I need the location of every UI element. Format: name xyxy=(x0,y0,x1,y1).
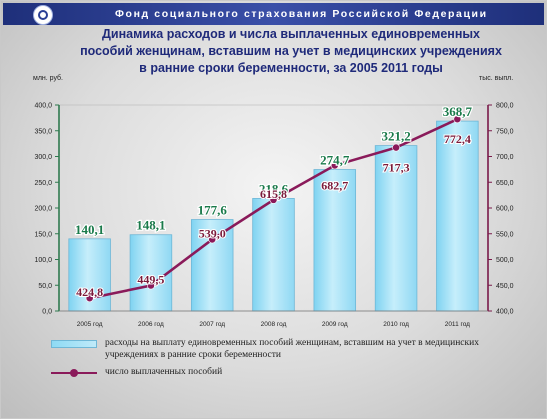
right-axis-tick-label: 500,0 xyxy=(496,257,514,264)
left-axis-tick-label: 400,0 xyxy=(34,103,52,110)
legend-line-label: число выплаченных пособий xyxy=(105,367,223,377)
left-axis-tick-label: 350,0 xyxy=(34,128,52,135)
x-category-label: 2005 год xyxy=(77,321,103,328)
left-axis-tick-label: 250,0 xyxy=(34,180,52,187)
right-axis-tick-label: 550,0 xyxy=(496,231,514,238)
bar-2009 xyxy=(313,169,357,312)
line-value-label: 424,8 xyxy=(76,285,103,299)
bar-2008 xyxy=(252,198,295,312)
chart-title: Динамика расходов и числа выплаченных ед… xyxy=(51,26,531,77)
bar-value-label: 177,6 xyxy=(198,203,228,218)
title-line-1: Динамика расходов и числа выплаченных ед… xyxy=(101,27,481,41)
left-axis-tick-label: 0,0 xyxy=(42,309,52,316)
x-category-label: 2006 год xyxy=(138,321,164,328)
bar-value-label: 140,1 xyxy=(75,222,104,237)
line-point-2011 xyxy=(453,115,462,124)
right-axis-tick-label: 450,0 xyxy=(496,283,514,290)
left-axis-tick-label: 50,0 xyxy=(38,283,52,290)
right-axis-tick-label: 700,0 xyxy=(496,154,514,161)
x-category-label: 2008 год xyxy=(261,321,287,328)
legend-item-bars: расходы на выплату единовременных пособи… xyxy=(51,337,521,361)
right-axis-tick-label: 650,0 xyxy=(496,180,514,187)
right-axis-tick-label: 750,0 xyxy=(496,128,514,135)
bar-value-label: 368,7 xyxy=(443,104,473,119)
x-category-label: 2011 год xyxy=(445,321,470,328)
bar-2011 xyxy=(436,120,479,312)
x-category-label: 2007 год xyxy=(199,321,225,328)
fss-logo-icon xyxy=(33,5,53,25)
left-axis-tick-label: 150,0 xyxy=(34,231,52,238)
title-line-3: в ранние сроки беременности, за 2005 201… xyxy=(139,61,443,75)
left-axis-tick-label: 100,0 xyxy=(34,257,52,264)
line-point-2006 xyxy=(147,281,155,290)
legend-item-line: число выплаченных пособий xyxy=(51,366,521,378)
title-line-2: пособий женщинам, вставшим на учет в мед… xyxy=(80,44,502,58)
x-category-label: 2010 год xyxy=(383,321,409,328)
header-bar: Фонд социального страхования Российской … xyxy=(3,3,544,25)
right-axis-unit: тыс. выпл. xyxy=(479,75,514,82)
legend-bars-label: расходы на выплату единовременных пособи… xyxy=(105,338,479,360)
chart-legend: расходы на выплату единовременных пособи… xyxy=(51,337,521,383)
left-axis-unit: млн. руб. xyxy=(33,75,63,82)
legend-line-swatch-icon xyxy=(51,369,97,377)
legend-bar-swatch-icon xyxy=(51,340,97,348)
line-value-label: 682,7 xyxy=(321,178,348,192)
line-value-label: 615,8 xyxy=(260,187,287,201)
right-axis-tick-label: 400,0 xyxy=(496,309,514,316)
line-value-label: 717,3 xyxy=(383,161,410,175)
bar-value-label: 218,6 xyxy=(259,181,289,196)
line-value-label: 539,0 xyxy=(199,226,226,240)
line-point-2008 xyxy=(269,195,278,204)
bar-2010 xyxy=(374,145,418,312)
line-point-2009 xyxy=(330,161,339,170)
bar-value-label: 274,7 xyxy=(320,153,350,168)
organization-name: Фонд социального страхования Российской … xyxy=(115,8,488,20)
x-category-label: 2009 год xyxy=(322,321,348,328)
bar-value-label: 148,1 xyxy=(136,218,165,233)
right-axis-tick-label: 800,0 xyxy=(496,103,514,110)
left-axis-tick-label: 300,0 xyxy=(34,154,52,161)
line-value-label: 772,4 xyxy=(444,132,471,146)
line-value-label: 449,5 xyxy=(137,273,164,287)
line-point-2005 xyxy=(85,294,94,303)
right-axis-tick-label: 600,0 xyxy=(496,206,514,213)
bar-value-label: 321,2 xyxy=(381,129,410,144)
line-point-2010 xyxy=(392,143,400,152)
bar-2007 xyxy=(190,219,234,312)
line-point-2007 xyxy=(208,235,217,244)
bar-2006 xyxy=(129,234,173,312)
left-axis-tick-label: 200,0 xyxy=(34,206,52,213)
